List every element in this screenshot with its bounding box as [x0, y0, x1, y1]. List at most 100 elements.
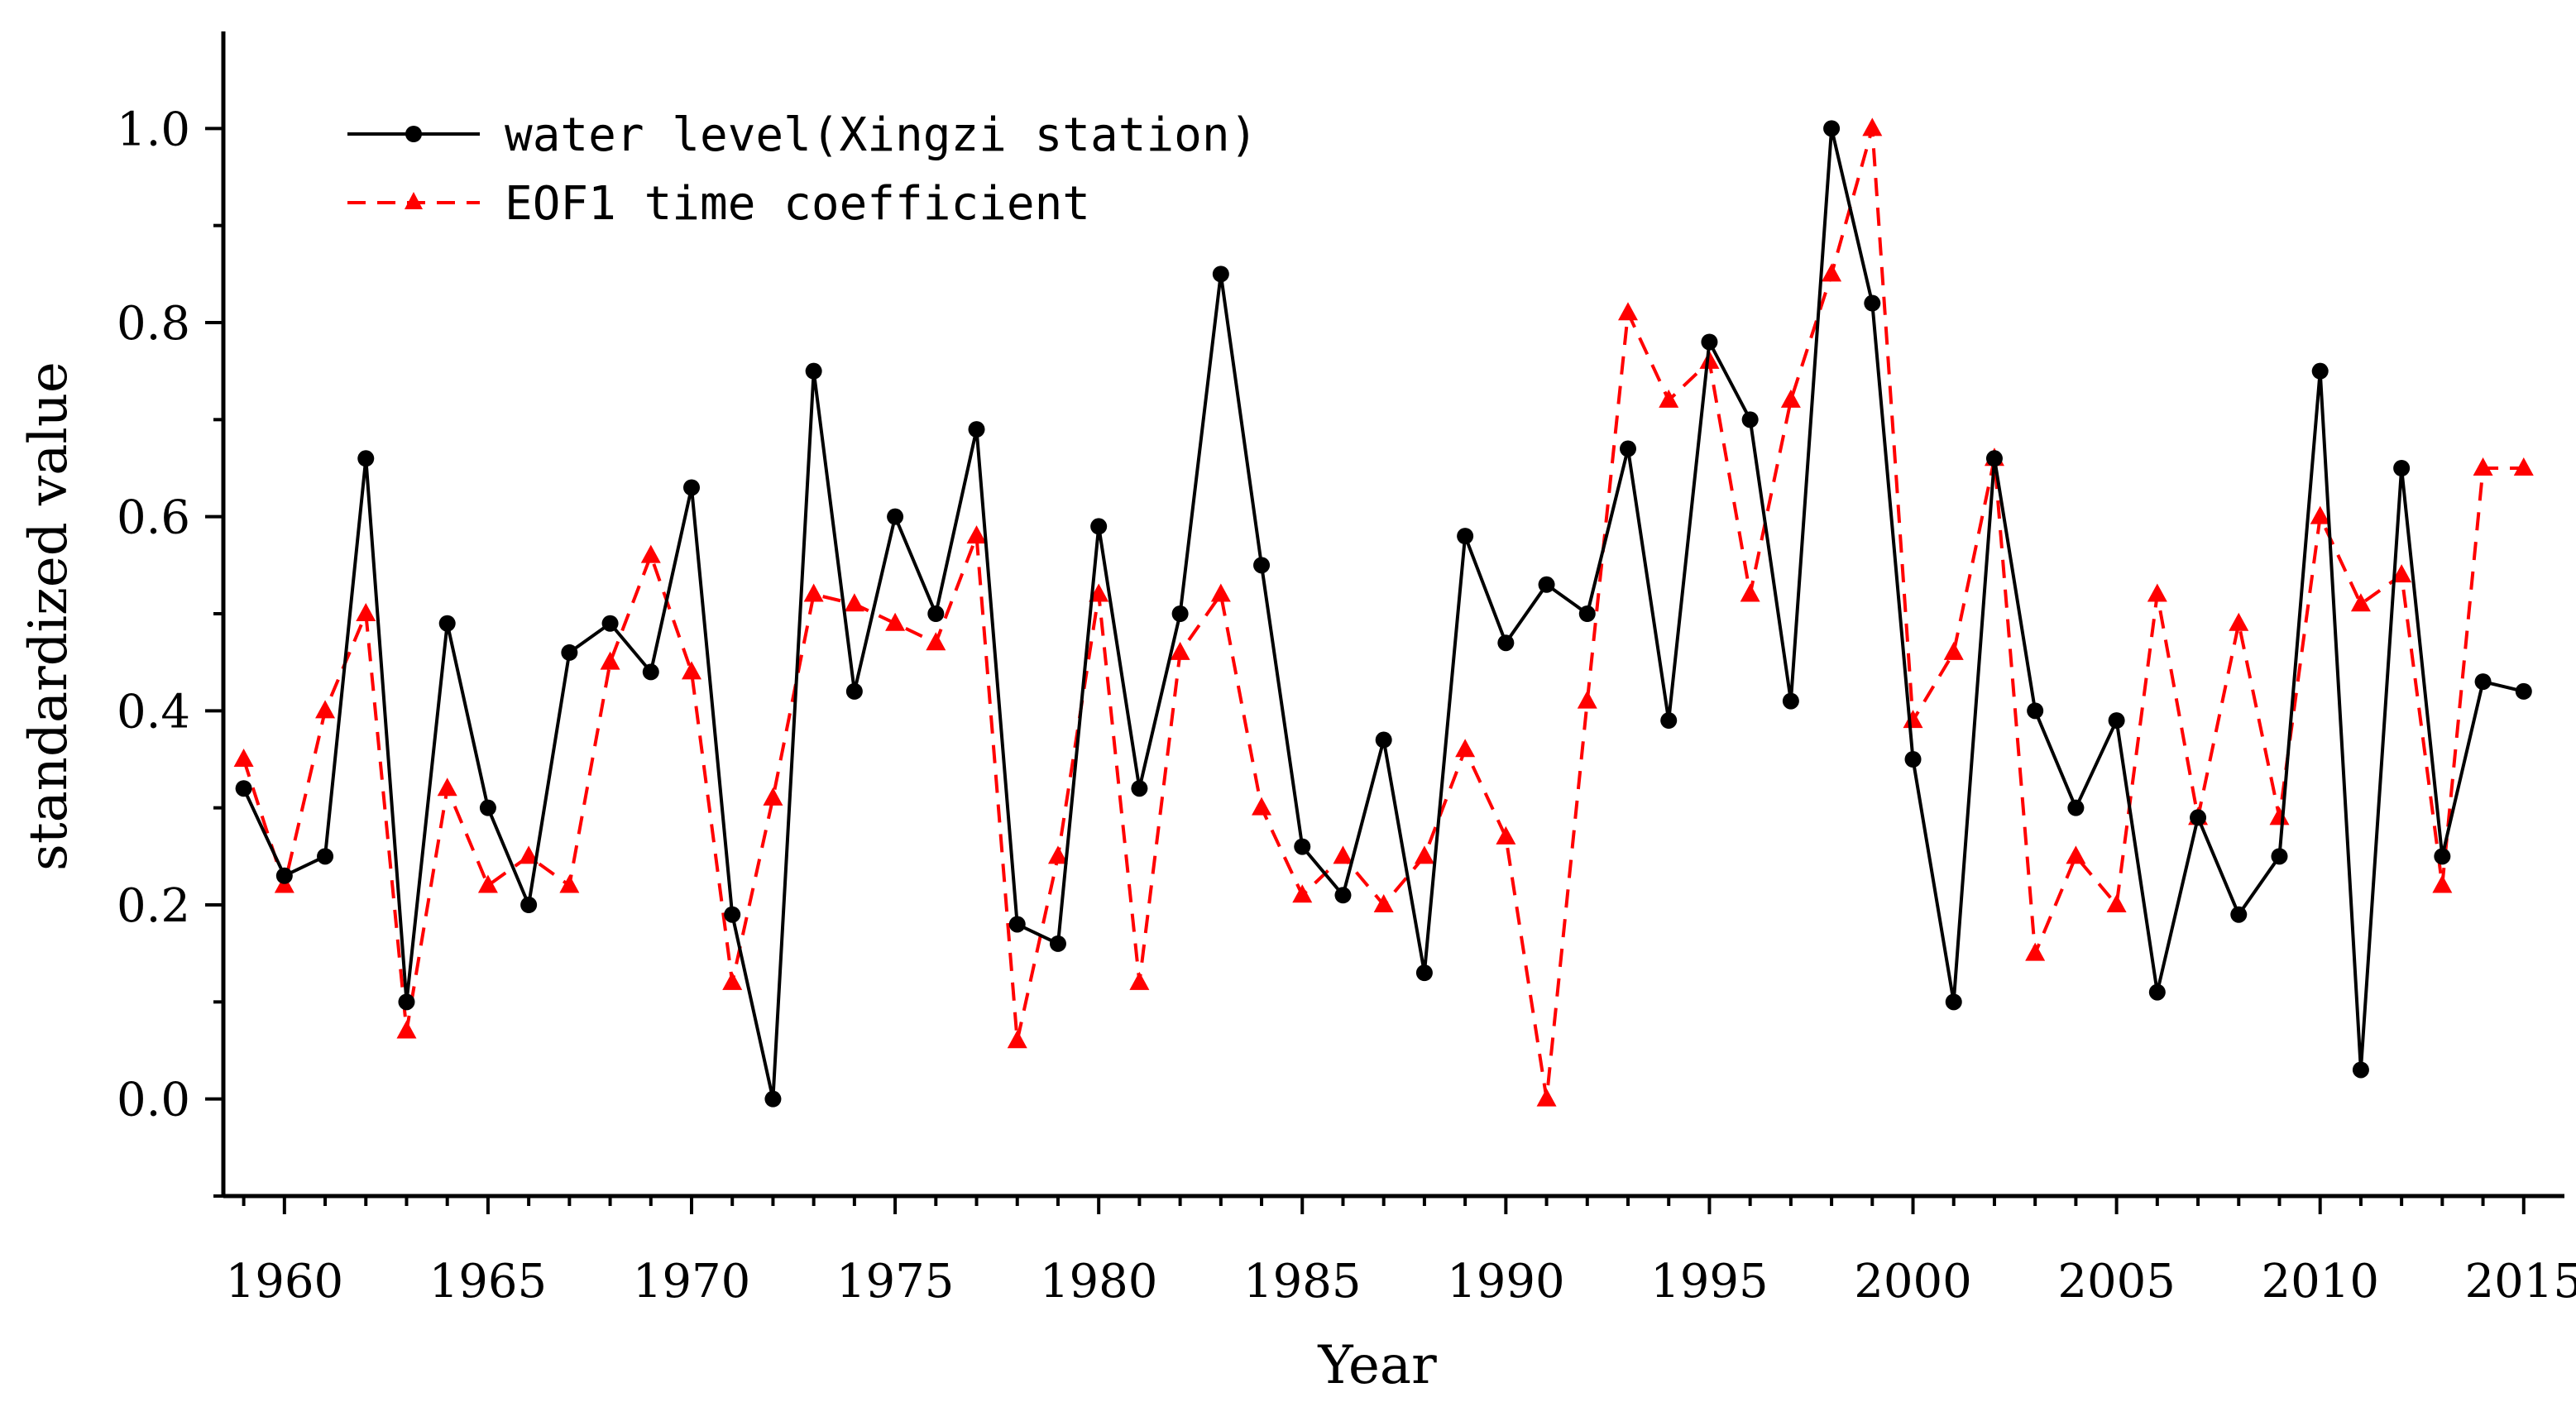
water-level-point	[1334, 887, 1352, 904]
eof1-point	[437, 778, 457, 797]
water-level-point	[1294, 838, 1311, 855]
x-tick-label: 2000	[1854, 1255, 1972, 1309]
tick-marks	[205, 127, 2526, 1214]
eof1-point	[1414, 845, 1434, 864]
water-level-point	[683, 479, 700, 496]
x-tick-label: 1980	[1040, 1255, 1158, 1309]
water-level-point	[887, 508, 904, 525]
water-level-point	[1782, 692, 1799, 710]
water-level-point	[1864, 294, 1881, 312]
eof1-point	[966, 525, 987, 544]
water-level-point	[1578, 605, 1596, 622]
water-level-point	[601, 615, 619, 632]
eof1-point	[722, 971, 743, 990]
eof1-point	[1903, 710, 1923, 729]
eof1-point	[2392, 564, 2412, 583]
eof1-point	[396, 1020, 417, 1039]
x-tick-label: 1965	[429, 1255, 548, 1309]
water-level-point	[1457, 528, 1474, 545]
x-tick-label: 1990	[1447, 1255, 1565, 1309]
eof1-point	[640, 544, 661, 563]
water-level-point	[2108, 712, 2125, 730]
eof1-point	[763, 787, 783, 806]
x-tick-label: 1970	[633, 1255, 751, 1309]
water-level-point	[1497, 634, 1515, 652]
water-level-point	[235, 780, 252, 797]
eof1-point	[2269, 806, 2290, 825]
eof1-point	[2310, 505, 2330, 524]
water-level-point	[357, 450, 375, 467]
eof1-point	[2106, 894, 2127, 912]
eof1-point	[356, 603, 376, 621]
eof1-point	[1699, 350, 1720, 369]
y-tick-label: 0.6	[117, 491, 190, 545]
water-level-point	[1212, 266, 1229, 283]
water-level-point	[479, 799, 496, 816]
water-level-point	[2311, 362, 2329, 380]
water-level-point	[2515, 682, 2532, 700]
water-level-point	[724, 906, 741, 923]
eof1-point	[803, 583, 824, 602]
water-level-point	[1904, 751, 1922, 768]
eof1-point	[682, 661, 701, 680]
water-level-point	[1171, 605, 1189, 622]
x-tick-label: 2005	[2057, 1255, 2176, 1309]
x-tick-label: 2015	[2465, 1255, 2576, 1309]
water-level-point	[1701, 333, 1718, 351]
eof1-point	[2473, 457, 2493, 476]
eof1-point	[1943, 641, 1964, 660]
legend-label-water-level: water level(Xingzi station)	[505, 108, 1257, 162]
water-level-point	[317, 848, 334, 865]
series-eof1	[233, 117, 2534, 1107]
y-tick-labels: 0.0 0.2 0.4 0.6 0.8 1.0	[117, 103, 190, 1127]
water-level-point	[642, 663, 659, 681]
eof1-point	[885, 612, 906, 631]
eof1-point	[1047, 845, 1068, 864]
eof1-point	[2066, 845, 2086, 864]
water-level-point	[2148, 983, 2166, 1001]
eof1-point	[1862, 117, 1883, 136]
water-level-point	[2230, 906, 2248, 923]
water-level-point	[398, 993, 415, 1011]
water-level-point	[2393, 460, 2411, 476]
eof1-point	[1822, 263, 1842, 282]
water-level-point	[1823, 120, 1841, 137]
water-level-point	[845, 682, 863, 700]
eof1-point	[519, 845, 539, 864]
water-level-point	[764, 1090, 782, 1108]
water-level-point	[1131, 780, 1148, 797]
water-level-point	[1253, 557, 1271, 574]
y-axis-title: standardized value	[18, 361, 79, 871]
eof1-point	[315, 700, 336, 719]
eof1-point	[2432, 874, 2453, 893]
water-level-point	[1538, 576, 1555, 593]
water-level-point	[520, 897, 538, 913]
eof1-point	[2147, 583, 2167, 602]
y-tick-label: 0.0	[117, 1074, 190, 1127]
eof1-point	[844, 593, 864, 612]
x-tick-label: 1960	[226, 1255, 344, 1309]
water-level-point	[1049, 935, 1066, 952]
eof1-point	[1007, 1030, 1027, 1049]
eof1-point	[1089, 583, 1109, 602]
eof1-point	[2025, 942, 2046, 961]
eof1-point	[1496, 825, 1516, 845]
eof1-point	[1170, 641, 1190, 660]
y-tick-label: 1.0	[117, 103, 190, 156]
legend-marker-water-level	[405, 126, 422, 142]
water-level-point	[1415, 964, 1433, 982]
eof1-point	[1373, 894, 1394, 912]
water-level-point	[1945, 993, 1962, 1011]
x-axis-title: Year	[1317, 1335, 1437, 1396]
water-level-point	[2067, 799, 2085, 816]
water-level-point	[561, 644, 578, 661]
x-tick-label: 1985	[1243, 1255, 1362, 1309]
water-level-point	[1090, 518, 1108, 535]
water-level-point	[927, 605, 945, 622]
x-tick-label: 1995	[1650, 1255, 1769, 1309]
water-level-point	[2271, 848, 2288, 865]
water-level-point	[1660, 712, 1678, 730]
eof1-point	[600, 651, 620, 670]
series-water-level	[235, 120, 2532, 1108]
